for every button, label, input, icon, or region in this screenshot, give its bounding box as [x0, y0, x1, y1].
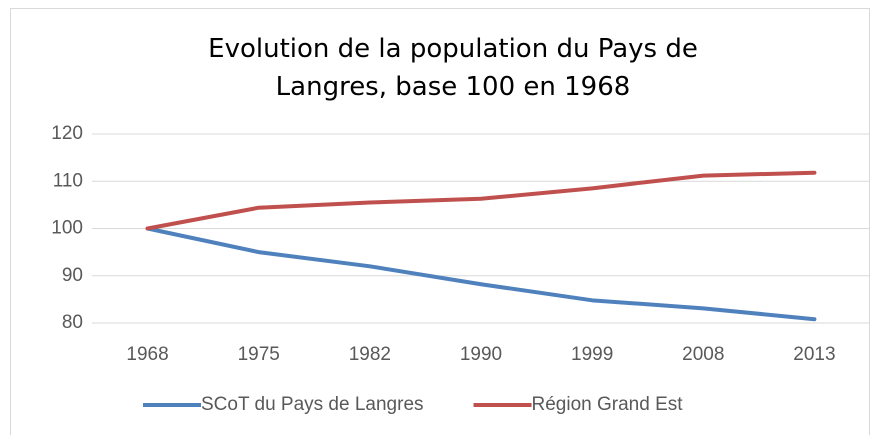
y-tick-label: 110	[53, 170, 83, 191]
chart-title: Evolution de la population du Pays de La…	[208, 34, 698, 102]
legend-label: Région Grand Est	[532, 394, 684, 415]
x-tick-label: 2013	[793, 344, 835, 365]
chart-frame	[10, 8, 870, 435]
y-tick-label: 120	[51, 123, 83, 144]
x-tick-label: 1975	[238, 344, 280, 365]
x-tick-label: 1982	[349, 344, 391, 365]
y-tick-label: 90	[62, 265, 83, 286]
x-tick-label: 1990	[460, 344, 502, 365]
line-series	[145, 170, 817, 231]
x-tick-label: 1999	[571, 344, 613, 365]
line-series	[145, 226, 817, 322]
x-tick-label: 1968	[126, 344, 168, 365]
x-tick-label: 2008	[682, 344, 724, 365]
y-tick-label: 100	[51, 218, 83, 239]
legend-label: SCoT du Pays de Langres	[201, 394, 424, 415]
y-tick-label: 80	[62, 312, 83, 333]
